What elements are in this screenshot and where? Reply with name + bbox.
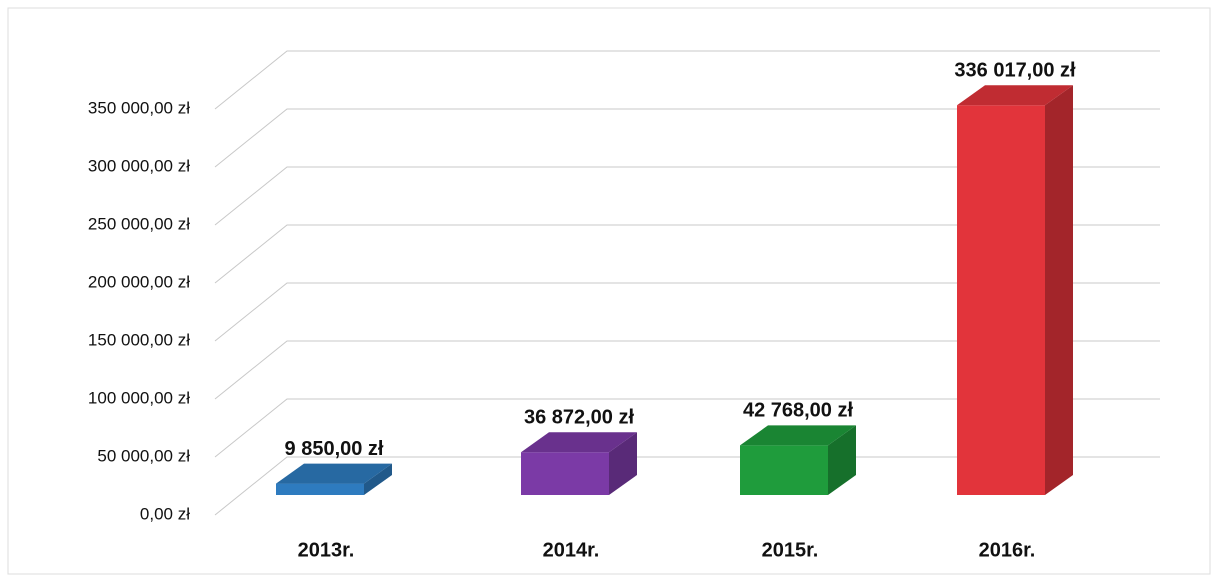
y-tick-label: 350 000,00 zł <box>88 98 190 117</box>
bar <box>740 445 828 495</box>
bar-side <box>364 463 392 495</box>
bar-side <box>828 425 856 495</box>
y-tick-label: 300 000,00 zł <box>88 156 190 175</box>
grid-line <box>214 224 1160 284</box>
bar <box>957 105 1045 496</box>
grid-line <box>214 340 1160 400</box>
bar-top <box>276 463 392 484</box>
grid-line <box>214 108 1160 168</box>
bar <box>276 483 364 495</box>
y-tick-label: 100 000,00 zł <box>88 388 190 407</box>
grid-line <box>214 50 1160 110</box>
value-label: 36 872,00 zł <box>524 407 635 429</box>
x-tick-label: 2013r. <box>298 539 355 561</box>
y-tick-label: 200 000,00 zł <box>88 272 190 291</box>
grid-line <box>214 166 1160 226</box>
grid-line <box>214 398 1160 458</box>
x-tick-label: 2015r. <box>762 539 819 561</box>
bar-side <box>1045 85 1073 496</box>
bar-side <box>609 432 637 495</box>
x-tick-label: 2016r. <box>979 539 1036 561</box>
value-label: 9 850,00 zł <box>285 438 384 460</box>
bar-top <box>521 432 637 453</box>
x-tick-label: 2014r. <box>543 539 600 561</box>
bar <box>521 452 609 495</box>
y-tick-label: 50 000,00 zł <box>97 446 190 465</box>
bar-top <box>740 425 856 446</box>
bar-top <box>957 85 1073 106</box>
grid-line <box>214 282 1160 342</box>
chart-border <box>7 7 1211 575</box>
y-tick-label: 150 000,00 zł <box>88 330 190 349</box>
grid-line <box>214 456 1160 516</box>
value-label: 336 017,00 zł <box>954 60 1076 82</box>
y-tick-label: 250 000,00 zł <box>88 214 190 233</box>
y-tick-label: 0,00 zł <box>140 504 190 523</box>
value-label: 42 768,00 zł <box>743 400 854 422</box>
